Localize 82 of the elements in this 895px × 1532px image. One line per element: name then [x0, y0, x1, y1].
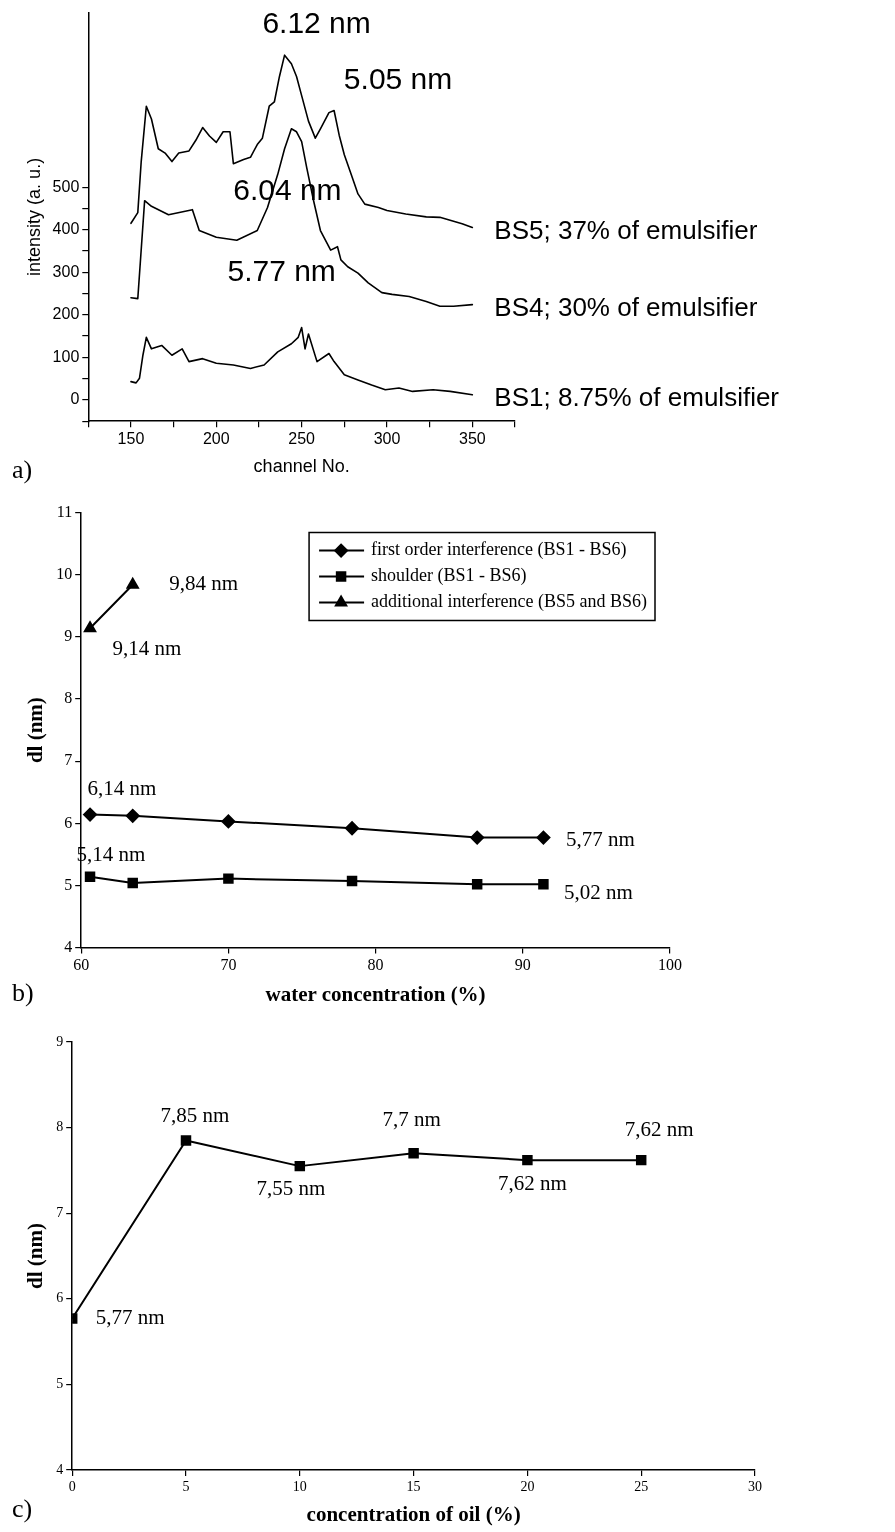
x-tick-label: 100 [658, 956, 682, 974]
y-tick-label: 11 [56, 502, 73, 520]
x-tick-label: 70 [220, 956, 237, 974]
y-tick-label: 200 [52, 305, 80, 323]
annotation: 6.12 nm [262, 6, 371, 40]
x-tick-label: 5 [182, 1479, 190, 1495]
series-label: BS1; 8.75% of emulsifier [494, 381, 780, 412]
annotation: 7,85 nm [160, 1102, 230, 1127]
x-axis-title: concentration of oil (%) [306, 1501, 521, 1526]
y-tick-label: 100 [52, 347, 80, 365]
point [536, 830, 551, 845]
annotation: 7,62 nm [624, 1116, 694, 1141]
x-axis-title: channel No. [253, 456, 350, 477]
x-tick-label: 350 [458, 430, 486, 448]
legend-label: first order interference (BS1 - BS6) [371, 539, 627, 561]
point [346, 875, 358, 887]
y-tick-label: 5 [56, 1376, 64, 1392]
annotation: 5,77 nm [95, 1305, 165, 1329]
y-tick-label: 4 [56, 1461, 64, 1477]
annotation: 5.77 nm [227, 253, 336, 287]
point [470, 830, 485, 845]
x-tick-label: 20 [520, 1479, 535, 1495]
annotation: 5.05 nm [343, 61, 453, 95]
y-tick-label: 7 [56, 1204, 64, 1220]
legend-label: additional interference (BS5 and BS6) [371, 591, 648, 613]
point [223, 873, 234, 884]
point [84, 871, 96, 882]
x-tick-label: 15 [406, 1479, 421, 1495]
point [538, 878, 549, 890]
point [294, 1160, 306, 1172]
y-tick-label: 4 [64, 937, 73, 955]
annotation: 5,77 nm [565, 827, 635, 852]
x-tick-label: 90 [514, 956, 531, 974]
annotation: 9,14 nm [112, 635, 182, 660]
y-axis-title: intensity (a. u.) [23, 157, 44, 276]
y-tick-label: 400 [52, 220, 80, 238]
y-tick-label: 300 [52, 262, 80, 280]
text: b) [12, 978, 34, 1008]
point [83, 807, 98, 822]
point [127, 877, 138, 889]
point [471, 878, 483, 890]
annotation: 7,62 nm [497, 1170, 567, 1195]
point [180, 1135, 192, 1146]
x-tick-label: 250 [288, 430, 316, 448]
series-label: BS5; 37% of emulsifier [494, 214, 758, 245]
series-label: BS4; 30% of emulsifier [494, 291, 758, 322]
y-tick-label: 0 [70, 390, 80, 408]
x-tick-label: 25 [634, 1479, 649, 1495]
point [345, 821, 360, 836]
y-tick-label: 9 [64, 627, 73, 645]
annotation: 5,02 nm [563, 879, 633, 904]
annotation: 6,14 nm [87, 776, 157, 801]
x-tick-label: 200 [202, 430, 230, 448]
x-tick-label: 10 [292, 1479, 307, 1495]
y-tick-label: 8 [64, 689, 73, 707]
y-tick-label: 500 [52, 177, 80, 195]
y-tick-label: 9 [56, 1033, 64, 1049]
text: c) [12, 1494, 33, 1524]
x-tick-label: 300 [373, 430, 401, 448]
text: a) [12, 455, 33, 485]
point [522, 1154, 533, 1166]
y-axis-title: dl (nm) [23, 1223, 48, 1289]
y-tick-label: 5 [64, 875, 73, 893]
y-tick-label: 7 [64, 751, 73, 769]
x-tick-label: 80 [367, 956, 384, 974]
x-tick-label: 60 [73, 956, 90, 974]
y-tick-label: 10 [56, 564, 73, 582]
annotation: 7,55 nm [256, 1175, 326, 1200]
y-tick-label: 6 [56, 1290, 64, 1306]
point [221, 814, 236, 829]
x-tick-label: 30 [748, 1479, 762, 1495]
point [635, 1154, 647, 1166]
x-axis-title: water concentration (%) [265, 981, 486, 1006]
y-tick-label: 6 [64, 813, 73, 831]
annotation: 7,7 nm [382, 1106, 441, 1131]
y-tick-label: 8 [56, 1119, 64, 1135]
x-tick-label: 150 [117, 430, 145, 448]
point [408, 1148, 419, 1159]
annotation: 9,84 nm [169, 571, 239, 596]
point [125, 808, 140, 823]
legend-label: shoulder (BS1 - BS6) [371, 565, 527, 587]
y-axis-title: dl (nm) [23, 697, 48, 764]
